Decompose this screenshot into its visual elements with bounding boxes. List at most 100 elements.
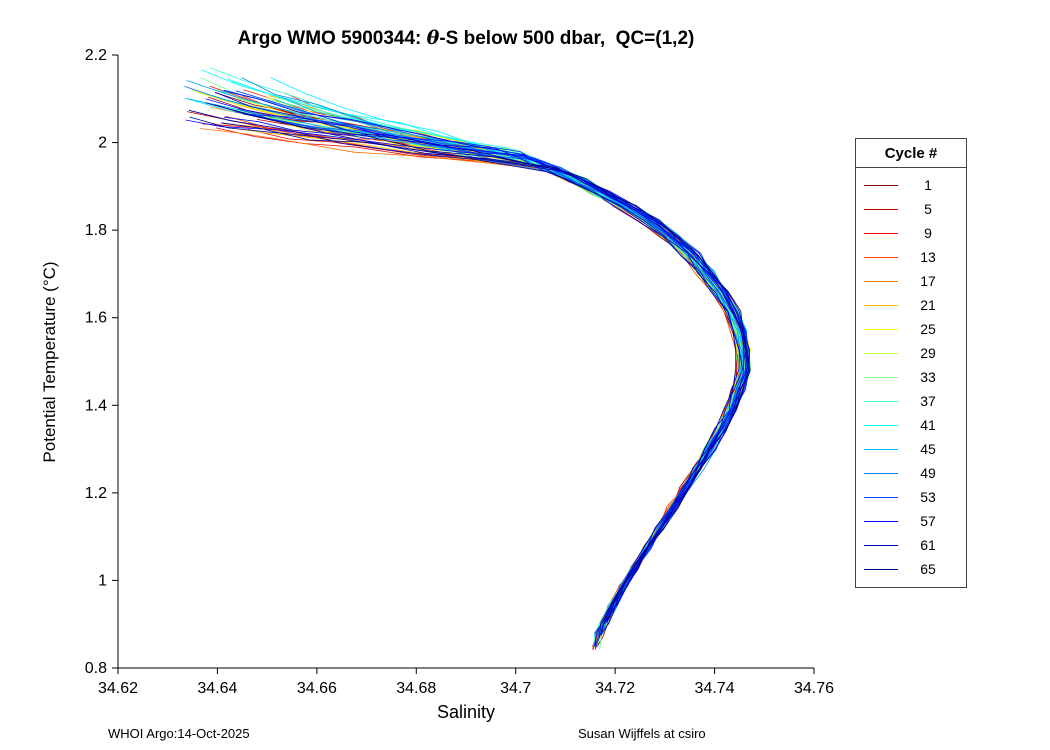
profile-line-cycle-43 <box>187 98 749 623</box>
legend-entry-label: 65 <box>920 561 936 577</box>
profile-line-cycle-54 <box>235 90 750 635</box>
x-tick-label: 34.7 <box>500 680 531 697</box>
theta-symbol: θ <box>426 27 440 49</box>
profile-line-cycle-32 <box>227 107 740 624</box>
chart-title-prefix: Argo WMO 5900344: <box>237 28 427 49</box>
legend-entry: 53 <box>856 485 966 509</box>
legend-entry-label: 41 <box>920 417 936 433</box>
legend-line-swatch <box>864 304 898 306</box>
legend-line-swatch <box>864 256 898 258</box>
profile-line-cycle-36 <box>217 89 742 648</box>
y-tick-label: 1.4 <box>85 397 107 414</box>
profile-line-cycle-18 <box>210 106 745 624</box>
profile-line-cycle-44 <box>273 98 745 649</box>
legend-entry-label: 5 <box>924 201 932 217</box>
legend-items: 1 5 9 13 17 21 25 29 33 37 41 45 49 53 57 61 65 <box>856 168 966 587</box>
x-tick-label: 34.76 <box>794 680 834 697</box>
profile-line-cycle-37 <box>205 93 744 624</box>
legend-entry: 21 <box>856 293 966 317</box>
profile-line-cycle-8 <box>215 127 738 637</box>
legend-entry-label: 49 <box>920 465 936 481</box>
profile-line-cycle-16 <box>200 128 749 637</box>
legend-line-swatch <box>864 232 898 234</box>
profile-line-cycle-1 <box>264 103 751 648</box>
legend-entry: 29 <box>856 341 966 365</box>
legend-entry-label: 37 <box>920 393 936 409</box>
legend-entry: 37 <box>856 389 966 413</box>
profile-line-cycle-22 <box>270 112 744 650</box>
profile-line-cycle-53 <box>234 111 746 650</box>
legend-line-swatch <box>864 496 898 498</box>
profile-line-cycle-47 <box>186 80 745 623</box>
profile-line-cycle-60 <box>242 113 751 636</box>
x-axis-label: Salinity <box>436 702 496 722</box>
profile-line-cycle-11 <box>242 95 744 634</box>
profile-line-cycle-58 <box>223 89 750 635</box>
legend-line-swatch <box>864 280 898 282</box>
legend-entry-label: 61 <box>920 537 936 553</box>
profile-line-cycle-9 <box>202 123 741 635</box>
legend-entry: 13 <box>856 245 966 269</box>
profile-line-cycle-28 <box>192 89 746 623</box>
profile-line-cycle-31 <box>267 116 738 650</box>
footer-credit-right: Susan Wijffels at csiro <box>578 726 706 741</box>
legend-entry-label: 57 <box>920 513 936 529</box>
legend-entry: 25 <box>856 317 966 341</box>
profile-line-cycle-56 <box>185 119 748 650</box>
profile-line-cycle-30 <box>261 115 748 622</box>
profile-line-cycle-50 <box>184 86 749 636</box>
legend-line-swatch <box>864 400 898 402</box>
legend-entry: 1 <box>856 173 966 197</box>
profile-line-cycle-45 <box>185 97 750 623</box>
legend-title: Cycle # <box>856 139 966 168</box>
y-tick-label: 1 <box>98 572 107 589</box>
legend-entry: 45 <box>856 437 966 461</box>
legend-entry: 61 <box>856 533 966 557</box>
legend-entry: 5 <box>856 197 966 221</box>
x-tick-label: 34.74 <box>695 680 735 697</box>
profile-line-cycle-24 <box>266 96 747 636</box>
profile-line-cycle-57 <box>205 98 745 624</box>
profile-line-cycle-25 <box>282 122 752 635</box>
legend-entry-label: 33 <box>920 369 936 385</box>
legend-line-swatch <box>864 352 898 354</box>
profile-line-cycle-51 <box>234 110 748 635</box>
profile-line-cycle-12 <box>243 89 741 648</box>
legend-entry-label: 13 <box>920 249 936 265</box>
x-tick-label: 34.72 <box>595 680 635 697</box>
legend-line-swatch <box>864 376 898 378</box>
profile-line-cycle-61 <box>214 91 744 647</box>
legend: Cycle # 1 5 9 13 17 21 25 29 33 37 41 45 49 53 57 61 65 <box>855 138 967 588</box>
profile-line-cycle-2 <box>214 92 742 624</box>
profile-line-cycle-29 <box>245 114 742 648</box>
legend-entry-label: 21 <box>920 297 936 313</box>
profile-line-cycle-35 <box>231 108 752 650</box>
legend-entry-label: 9 <box>924 225 932 241</box>
x-tick-label: 34.62 <box>98 680 138 697</box>
profile-line-cycle-23 <box>197 91 742 622</box>
y-tick-label: 2.2 <box>85 47 107 64</box>
profile-line-cycle-26 <box>234 97 747 623</box>
x-tick-label: 34.68 <box>396 680 436 697</box>
legend-entry: 33 <box>856 365 966 389</box>
chart-title: Argo WMO 5900344: θ-S below 500 dbar, QC… <box>118 27 814 50</box>
legend-entry-label: 45 <box>920 441 936 457</box>
profile-line-cycle-33 <box>236 98 747 634</box>
legend-line-swatch <box>864 208 898 210</box>
legend-line-swatch <box>864 520 898 522</box>
legend-entry-label: 29 <box>920 345 936 361</box>
profile-line-cycle-48 <box>221 90 749 624</box>
profile-line-cycle-59 <box>223 116 740 634</box>
profile-line-cycle-21 <box>229 127 745 623</box>
footer-credit-left: WHOI Argo:14-Oct-2025 <box>108 726 250 741</box>
legend-entry-label: 53 <box>920 489 936 505</box>
legend-line-swatch <box>864 568 898 570</box>
profile-line-cycle-63 <box>189 116 747 621</box>
legend-line-swatch <box>864 328 898 330</box>
profile-line-cycle-15 <box>239 102 743 636</box>
legend-entry: 41 <box>856 413 966 437</box>
legend-line-swatch <box>864 424 898 426</box>
profile-line-cycle-19 <box>268 95 746 648</box>
